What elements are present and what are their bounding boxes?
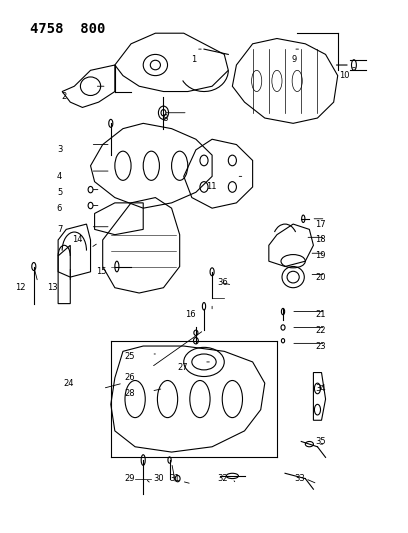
Text: 21: 21 [315, 310, 326, 319]
Text: 25: 25 [124, 352, 135, 361]
Text: 8: 8 [162, 114, 168, 123]
Text: 26: 26 [124, 373, 135, 382]
Text: 18: 18 [315, 236, 326, 245]
Text: 3: 3 [57, 146, 62, 155]
Text: 28: 28 [124, 389, 135, 398]
Text: 13: 13 [47, 283, 58, 292]
Text: 2: 2 [61, 92, 66, 101]
Text: 10: 10 [339, 71, 350, 80]
Text: 27: 27 [177, 363, 188, 372]
Text: 36: 36 [217, 278, 228, 287]
Text: 19: 19 [315, 252, 326, 261]
Text: 12: 12 [15, 283, 26, 292]
Text: 24: 24 [64, 378, 74, 387]
Text: 15: 15 [96, 268, 107, 276]
Text: 7: 7 [57, 225, 62, 234]
Text: 23: 23 [315, 342, 326, 351]
Text: 5: 5 [57, 188, 62, 197]
Text: 16: 16 [185, 310, 196, 319]
Text: 30: 30 [153, 474, 164, 483]
Text: 29: 29 [124, 474, 135, 483]
Text: 1: 1 [191, 55, 196, 64]
Text: 9: 9 [292, 55, 297, 64]
Text: 32: 32 [218, 474, 228, 483]
Text: 33: 33 [295, 474, 305, 483]
Text: 22: 22 [315, 326, 326, 335]
Text: 34: 34 [315, 384, 326, 393]
Text: 31: 31 [169, 474, 180, 483]
Text: 4758  800: 4758 800 [30, 22, 105, 36]
Text: 11: 11 [206, 182, 216, 191]
Text: 6: 6 [57, 204, 62, 213]
Text: 14: 14 [72, 236, 82, 245]
Text: 4: 4 [57, 172, 62, 181]
Text: 35: 35 [315, 437, 326, 446]
Text: 20: 20 [315, 272, 326, 281]
Text: 17: 17 [315, 220, 326, 229]
